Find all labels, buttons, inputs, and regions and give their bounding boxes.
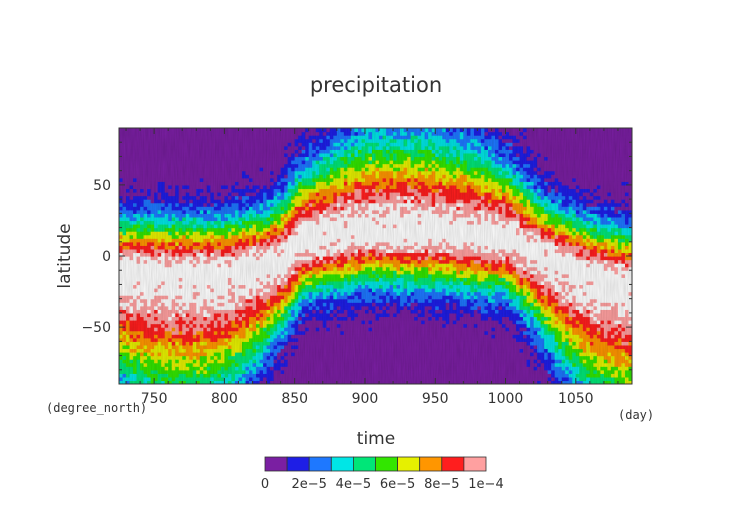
colorbar-swatch	[375, 456, 399, 472]
colorbar-swatch	[397, 456, 421, 472]
colorbar-swatch	[330, 456, 354, 472]
x-tick: 800	[211, 128, 238, 407]
x-tick-label: 800	[211, 391, 238, 407]
x-tick-label: 750	[141, 391, 168, 407]
x-tick: 950	[422, 128, 449, 407]
y-tick: 0	[102, 249, 632, 265]
x-tick: 1000	[488, 128, 524, 407]
colorbar-tick-label: 0	[261, 477, 269, 492]
x-axis-label: time	[357, 429, 395, 449]
x-tick-label: 850	[281, 391, 308, 407]
x-tick: 850	[281, 128, 308, 407]
x-tick-label: 1000	[488, 391, 524, 407]
y-tick-label: 0	[102, 249, 111, 265]
colorbar-swatch	[463, 456, 487, 472]
y-tick: 50	[93, 178, 632, 194]
y-tick-label: −50	[81, 320, 111, 336]
y-tick-label: 50	[93, 178, 111, 194]
colorbar-tick-label: 8e−5	[424, 477, 459, 492]
colorbar-swatch	[352, 456, 376, 472]
y-tick: −50	[81, 320, 632, 336]
y-axis-units: (degree_north)	[46, 401, 147, 415]
colorbar-tick-label: 1e−4	[468, 477, 503, 492]
colorbar-swatch	[441, 456, 465, 472]
colorbar-swatch	[264, 456, 288, 472]
colorbar-swatch	[419, 456, 443, 472]
x-tick: 900	[352, 128, 379, 407]
x-axis: 750 800 850 900 950 1000 1050	[125, 128, 633, 407]
x-axis-units: (day)	[618, 408, 654, 422]
colorbar: 0 2e−5 4e−5 6e−5 8e−5 1e−4	[261, 456, 504, 492]
x-tick-label: 950	[422, 391, 449, 407]
colorbar-tick-label: 2e−5	[291, 477, 326, 492]
x-tick-label: 1050	[558, 391, 594, 407]
colorbar-tick-label: 6e−5	[380, 477, 415, 492]
y-axis-label: latitude	[55, 223, 75, 288]
x-tick-label: 900	[352, 391, 379, 407]
chart-title: precipitation	[310, 73, 442, 97]
y-axis: −50 0 50	[81, 141, 632, 371]
colorbar-swatch	[308, 456, 332, 472]
x-tick: 1050	[558, 128, 594, 407]
colorbar-swatch	[286, 456, 310, 472]
colorbar-tick-label: 4e−5	[336, 477, 371, 492]
x-tick: 750	[141, 128, 168, 407]
